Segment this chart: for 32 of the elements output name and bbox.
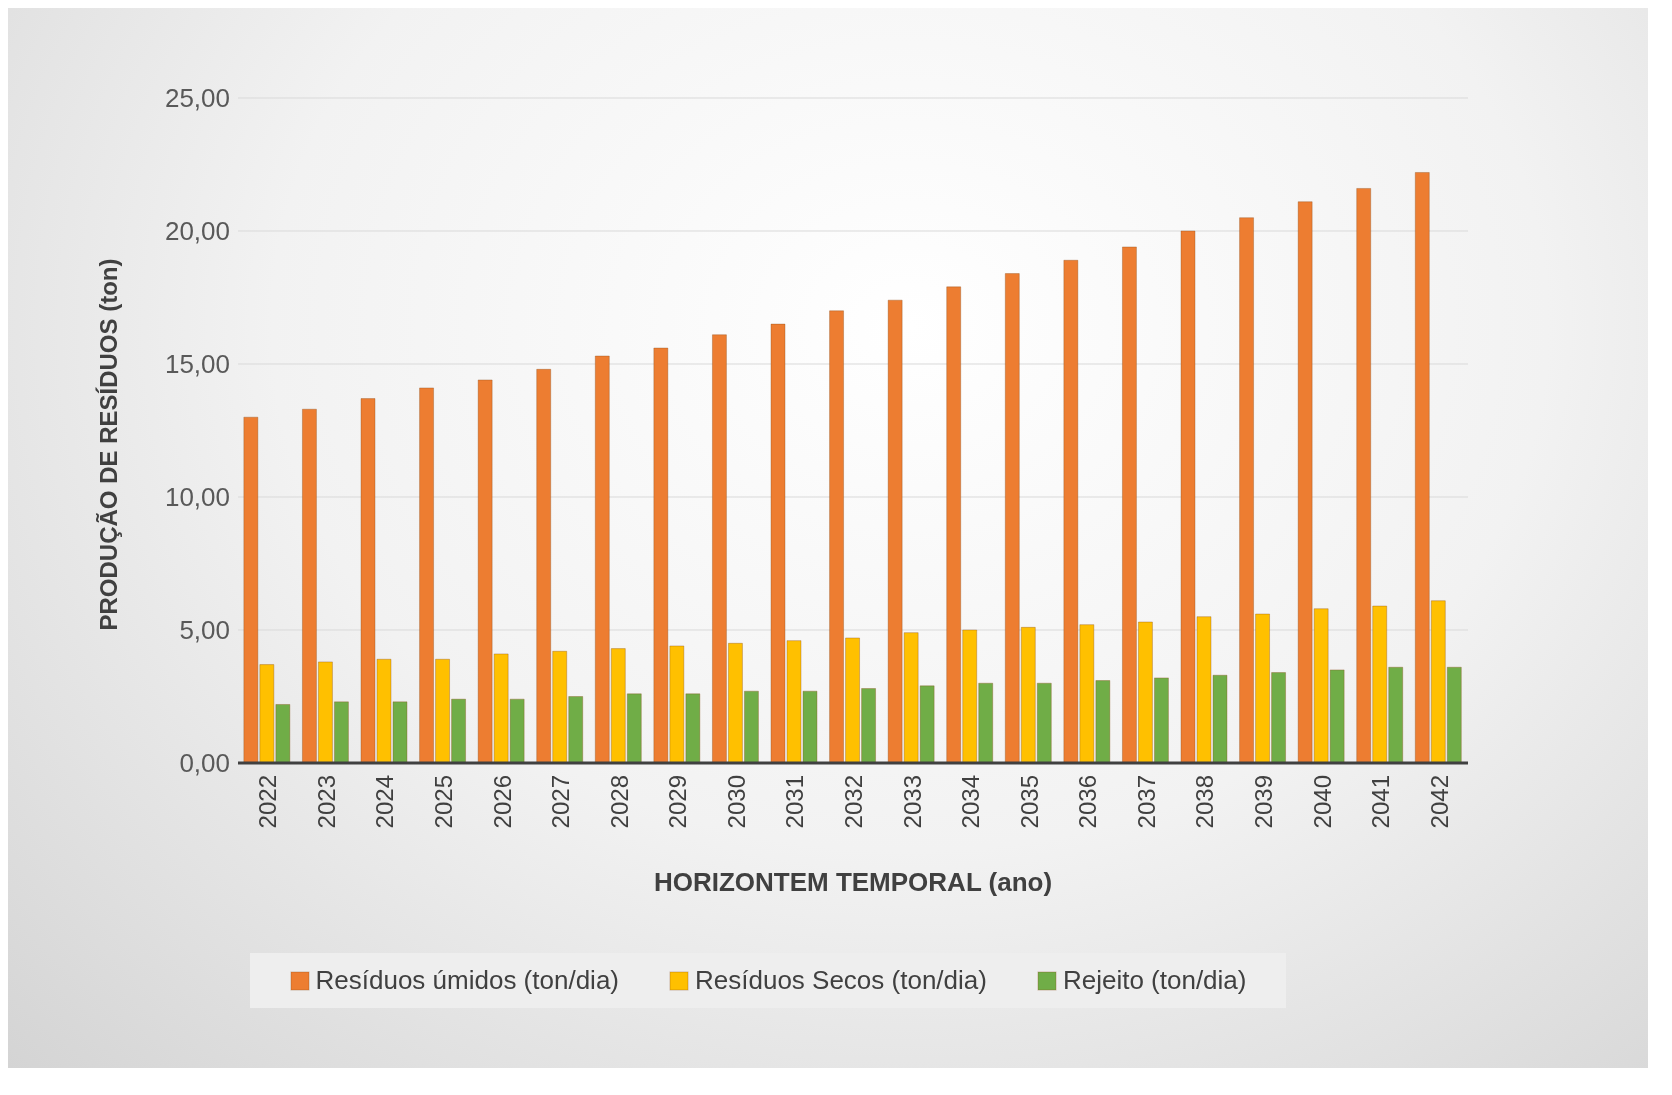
y-tick-label: 25,00 bbox=[164, 83, 230, 114]
x-tick-label: 2039 bbox=[1250, 775, 1278, 829]
x-tick-label: 2037 bbox=[1132, 775, 1160, 829]
x-tick-label: 2033 bbox=[898, 775, 926, 829]
x-tick-label: 2028 bbox=[605, 775, 633, 829]
x-tick-label: 2026 bbox=[488, 775, 516, 829]
x-tick-label: 2029 bbox=[664, 775, 692, 829]
x-tick-label: 2027 bbox=[547, 775, 575, 829]
x-tick-label: 2040 bbox=[1308, 775, 1336, 829]
x-tick-label: 2031 bbox=[781, 775, 809, 829]
y-tick-label: 10,00 bbox=[164, 482, 230, 513]
x-axis-title: HORIZONTEM TEMPORAL (ano) bbox=[653, 867, 1053, 898]
x-tick-label: 2035 bbox=[1015, 775, 1043, 829]
legend-label: Resíduos Secos (ton/dia) bbox=[695, 965, 987, 996]
x-tick-label: 2038 bbox=[1191, 775, 1219, 829]
x-tick-label: 2032 bbox=[840, 775, 868, 829]
legend-label: Resíduos úmidos (ton/dia) bbox=[315, 965, 619, 996]
x-tick-label: 2025 bbox=[430, 775, 458, 829]
x-tick-label: 2023 bbox=[312, 775, 340, 829]
legend-label: Rejeito (ton/dia) bbox=[1062, 965, 1247, 996]
y-tick-label: 20,00 bbox=[164, 216, 230, 247]
x-tick-label: 2041 bbox=[1367, 775, 1395, 829]
x-tick-label: 2034 bbox=[957, 775, 985, 829]
x-tick-label: 2022 bbox=[254, 775, 282, 829]
y-tick-label: 0,00 bbox=[179, 748, 230, 779]
x-tick-label: 2042 bbox=[1425, 775, 1453, 829]
x-tick-label: 2036 bbox=[1074, 775, 1102, 829]
x-tick-label: 2030 bbox=[722, 775, 750, 829]
y-tick-label: 15,00 bbox=[164, 349, 230, 380]
x-tick-label: 2024 bbox=[371, 775, 399, 829]
y-tick-label: 5,00 bbox=[179, 615, 230, 646]
y-axis-title: PRODUÇÃO DE RESÍDUOS (ton) bbox=[94, 258, 122, 631]
